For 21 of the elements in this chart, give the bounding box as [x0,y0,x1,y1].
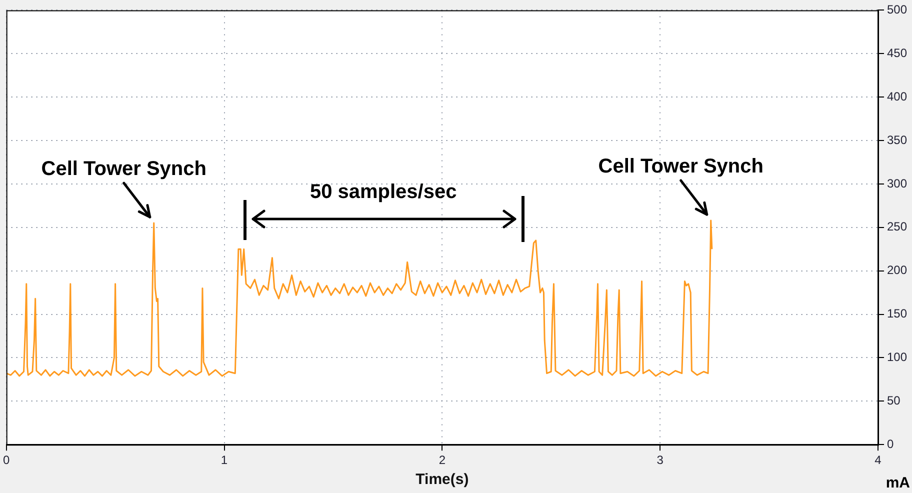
x-tick-label: 0 [2,453,10,468]
y-axis-title: mA [886,474,910,492]
y-tick-label: 300 [887,176,908,190]
x-axis-title: Time(s) [416,471,469,488]
y-tick-label: 350 [887,132,908,147]
y-tick-label: 150 [887,306,908,321]
y-tick-label: 50 [887,393,901,408]
x-tick-label: 2 [438,453,446,468]
y-tick-label: 100 [887,350,908,364]
annotation: 50 samples/sec [310,181,457,204]
y-tick-label: 500 [887,2,908,17]
x-tick-label: 4 [874,453,882,468]
y-tick-label: 450 [887,46,908,60]
y-tick-label: 400 [887,89,908,104]
annotation: Cell Tower Synch [41,158,206,180]
x-tick-label: 3 [656,453,664,468]
y-tick-label: 0 [887,436,894,451]
y-tick-label: 200 [887,263,908,278]
x-tick-label: 1 [220,453,228,468]
annotation: Cell Tower Synch [598,155,764,178]
y-tick-label: 250 [887,220,908,234]
